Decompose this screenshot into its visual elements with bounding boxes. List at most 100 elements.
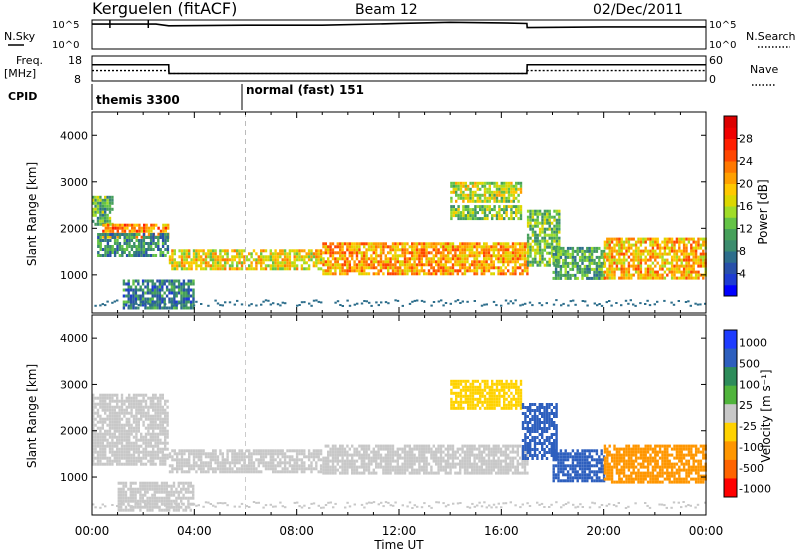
power-cell <box>632 273 635 277</box>
power-cell <box>150 223 153 227</box>
velocity-cell <box>243 458 246 462</box>
velocity-cell <box>463 444 467 448</box>
power-cell <box>226 261 229 265</box>
power-cell <box>536 233 539 237</box>
power-cell <box>699 237 703 241</box>
velocity-cell <box>236 452 239 456</box>
velocity-cell <box>99 393 102 397</box>
velocity-cell <box>130 408 133 412</box>
power-cell <box>471 196 475 200</box>
power-cell <box>485 269 488 273</box>
power-ground-cell <box>284 302 287 305</box>
velocity-cell <box>164 414 167 418</box>
velocity-cell <box>164 435 167 439</box>
power-cell <box>534 254 537 258</box>
power-ground-cell <box>632 303 635 306</box>
power-cell <box>264 267 268 271</box>
power-ground-cell <box>569 300 572 303</box>
velocity-cell <box>499 450 503 454</box>
power-cell <box>574 255 577 259</box>
velocity-cell <box>504 453 507 457</box>
power-cell <box>495 181 499 185</box>
power-cell <box>550 221 554 225</box>
power-cell <box>189 282 193 286</box>
power-cell <box>457 181 460 185</box>
velocity-cell <box>372 453 375 457</box>
velocity-cell <box>348 462 351 466</box>
power-cell <box>192 258 196 262</box>
power-ground-cell <box>670 301 673 304</box>
power-cell <box>346 263 349 267</box>
velocity-cell <box>132 453 136 457</box>
power-cell <box>517 211 520 215</box>
power-cell <box>329 272 332 276</box>
power-cell <box>593 267 596 271</box>
velocity-cell <box>272 452 275 456</box>
velocity-cell <box>279 470 282 474</box>
power-cell <box>420 257 423 261</box>
power-cell <box>216 267 220 271</box>
power-cell <box>391 269 395 273</box>
velocity-cell <box>137 417 140 421</box>
power-cell <box>185 258 188 262</box>
power-cell <box>207 255 210 259</box>
power-cell <box>546 242 549 246</box>
power-cell <box>514 269 517 273</box>
velocity-cell <box>108 393 112 397</box>
velocity-cell <box>209 458 212 462</box>
power-cell <box>108 219 112 223</box>
power-cell <box>97 236 100 239</box>
power-cell <box>104 226 107 230</box>
power-ytick-label-2: 3000 <box>60 176 88 189</box>
velocity-cell <box>197 455 200 459</box>
power-cell <box>449 269 452 273</box>
power-cell <box>166 248 170 251</box>
velocity-cell <box>154 396 157 400</box>
power-cell <box>534 212 537 216</box>
velocity-cell <box>503 406 506 410</box>
velocity-cell <box>474 397 477 401</box>
velocity-cell <box>353 453 356 457</box>
power-cell <box>504 254 507 258</box>
power-cell <box>559 273 563 277</box>
power-cell <box>558 218 561 222</box>
power-cell <box>497 266 500 270</box>
power-cell <box>581 255 584 259</box>
velocity-cell <box>116 438 119 442</box>
power-cell <box>158 291 162 295</box>
velocity-cell <box>245 467 248 471</box>
power-ground-cell <box>540 304 544 307</box>
velocity-cell <box>516 450 519 454</box>
power-cell <box>559 249 563 253</box>
power-cell <box>678 267 681 271</box>
power-cell <box>462 190 465 194</box>
power-cell <box>449 248 452 252</box>
velocity-cell <box>384 465 387 469</box>
power-cell <box>632 261 635 265</box>
velocity-cell <box>462 379 465 383</box>
power-cell <box>505 190 508 194</box>
velocity-cell <box>166 405 169 409</box>
velocity-cell <box>353 471 356 475</box>
velocity-cell <box>499 462 503 466</box>
velocity-cell <box>135 411 138 415</box>
power-cell <box>104 236 107 239</box>
velocity-cell <box>327 462 330 466</box>
velocity-cell <box>154 450 157 454</box>
power-cell <box>509 272 512 276</box>
velocity-cell <box>462 406 465 410</box>
power-cell <box>521 269 524 273</box>
power-cell <box>578 258 582 262</box>
power-cell <box>471 190 475 194</box>
power-cell <box>391 245 395 249</box>
power-cell <box>558 239 561 243</box>
power-cell <box>161 285 164 289</box>
power-cell <box>123 229 127 233</box>
power-ground-cell <box>214 299 217 302</box>
power-cell <box>462 199 465 203</box>
velocity-cell <box>159 411 162 415</box>
power-cell <box>455 199 458 203</box>
power-cell <box>595 276 599 280</box>
velocity-cell <box>276 449 280 453</box>
velocity-cell <box>130 399 133 403</box>
